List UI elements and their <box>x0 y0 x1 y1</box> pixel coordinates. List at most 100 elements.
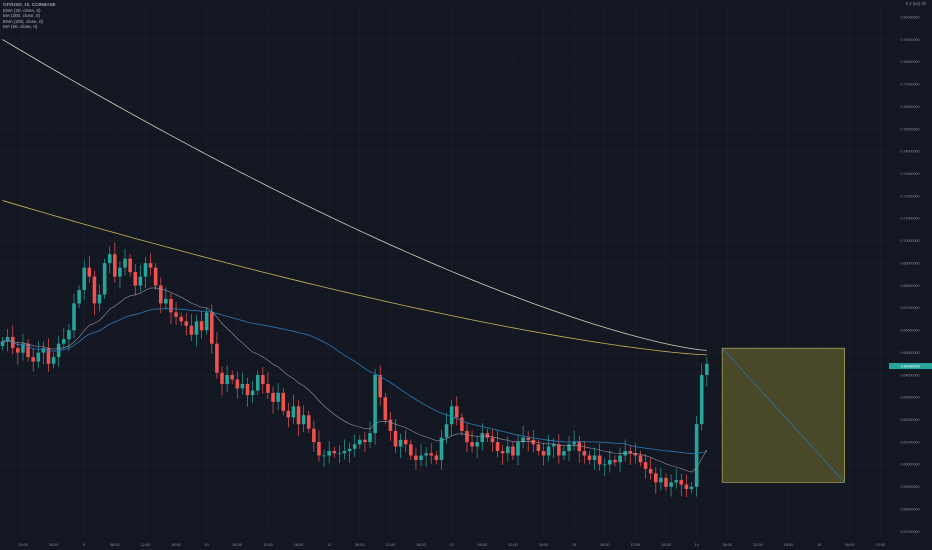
candle-body <box>164 299 168 303</box>
candle-body <box>654 473 658 482</box>
x-tick-label: 18:00 <box>539 543 549 547</box>
candle-body <box>598 455 602 464</box>
x-tick-label: 13 <box>572 543 576 547</box>
x-tick-label: 11 <box>327 543 331 547</box>
x-tick-label: 12:00 <box>141 543 151 547</box>
x-tick-label: 12:00 <box>753 543 763 547</box>
candle-body <box>205 312 209 330</box>
candle-body <box>588 455 592 459</box>
y-tick-label: 0.71000000 <box>901 217 920 221</box>
candle-body <box>378 375 382 397</box>
scale-corner-label[interactable]: 0.4 (ep) 4h <box>906 1 926 6</box>
candle-body <box>82 268 86 290</box>
x-tick-label: 06:00 <box>600 543 610 547</box>
candle-body <box>338 453 342 454</box>
candle-body <box>445 424 449 437</box>
symbol-title[interactable]: GFI/USD, 1h, COINBASE <box>3 2 56 8</box>
candle-body <box>358 440 362 444</box>
projection-box[interactable] <box>722 348 844 482</box>
x-tick-label: 14 <box>695 543 699 547</box>
candle-body <box>465 431 469 442</box>
y-tick-label: 0.79000000 <box>901 38 920 42</box>
candle-body <box>511 447 515 456</box>
candle-body <box>215 344 219 373</box>
candle-body <box>414 455 418 459</box>
y-tick-label: 0.74000000 <box>901 150 920 154</box>
candle-body <box>562 451 566 455</box>
candle-body <box>664 478 668 487</box>
candle-body <box>16 348 20 352</box>
x-tick-label: 18:00 <box>416 543 426 547</box>
candle-body <box>491 438 495 442</box>
candle-body <box>246 384 250 395</box>
x-tick-label: 12:00 <box>631 543 641 547</box>
y-tick-label: 0.67000000 <box>901 306 920 310</box>
x-tick-label: 06:00 <box>355 543 365 547</box>
candle-body <box>297 406 301 424</box>
candle-body <box>613 460 617 462</box>
candle-body <box>210 312 214 343</box>
candle-body <box>419 455 423 459</box>
candle-body <box>669 482 673 486</box>
candle-body <box>644 462 648 469</box>
candle-body <box>496 442 500 451</box>
candle-body <box>302 415 306 424</box>
candle-body <box>532 440 536 444</box>
candle-body <box>236 379 240 388</box>
x-tick-label: 06:00 <box>478 543 488 547</box>
candle-body <box>154 268 158 286</box>
candle-body <box>256 375 260 391</box>
candle-body <box>292 406 296 417</box>
candle-body <box>62 339 66 343</box>
y-tick-label: 0.76000000 <box>901 105 920 109</box>
x-tick-label: 12 <box>450 543 454 547</box>
candle-body <box>174 312 178 316</box>
candle-body <box>108 254 112 263</box>
candle-body <box>700 375 704 424</box>
y-tick-label: 0.62000000 <box>901 418 920 422</box>
candle-body <box>72 303 76 330</box>
x-tick-label: 9 <box>83 543 85 547</box>
x-tick-label: 18:00 <box>171 543 181 547</box>
candle-body <box>593 455 597 459</box>
x-tick-label: 06:00 <box>722 543 732 547</box>
candle-body <box>450 406 454 424</box>
candle-body <box>435 455 439 459</box>
y-tick-label: 0.78000000 <box>901 60 920 64</box>
candle-body <box>537 444 541 451</box>
candle-body <box>348 449 352 451</box>
candle-body <box>123 259 127 268</box>
candle-body <box>399 440 403 447</box>
candle-body <box>440 438 444 460</box>
candle-body <box>583 451 587 455</box>
y-tick-label: 0.63000000 <box>901 396 920 400</box>
y-tick-label: 0.57000000 <box>901 530 920 534</box>
time-axis[interactable]: 12:00 18:00 9 06:00 12:00 18:00 10 06:00 12:00 18… <box>18 543 885 547</box>
candle-body <box>1 341 5 345</box>
candle-body <box>327 451 331 455</box>
y-tick-label: 0.72000000 <box>901 194 920 198</box>
x-tick-label: 06:00 <box>233 543 243 547</box>
candle-body <box>542 451 546 455</box>
candle-body <box>230 375 234 379</box>
y-tick-label: 0.80000000 <box>901 15 920 19</box>
x-tick-label: 18:00 <box>49 543 59 547</box>
candle-body <box>373 375 377 433</box>
chart-legend: GFI/USD, 1h, COINBASE EMA (20, close, 0)… <box>3 2 56 30</box>
candle-body <box>67 330 71 339</box>
x-tick-label: 12:00 <box>876 543 886 547</box>
price-tag-label: 0.64400000 <box>901 364 920 368</box>
candle-body <box>409 444 413 455</box>
candle-body <box>455 406 459 417</box>
candle-body <box>317 442 321 455</box>
candle-body <box>220 373 224 384</box>
y-tick-label: 0.68000000 <box>901 284 920 288</box>
x-tick-label: 06:00 <box>110 543 120 547</box>
candle-body <box>368 433 372 442</box>
y-tick-label: 0.65000000 <box>901 351 920 355</box>
y-tick-label: 0.60000000 <box>901 463 920 467</box>
candle-body <box>649 469 653 473</box>
indicator-ma50-label[interactable]: MA (50, close, 0) <box>3 24 56 30</box>
y-tick-label: 0.69000000 <box>901 261 920 265</box>
